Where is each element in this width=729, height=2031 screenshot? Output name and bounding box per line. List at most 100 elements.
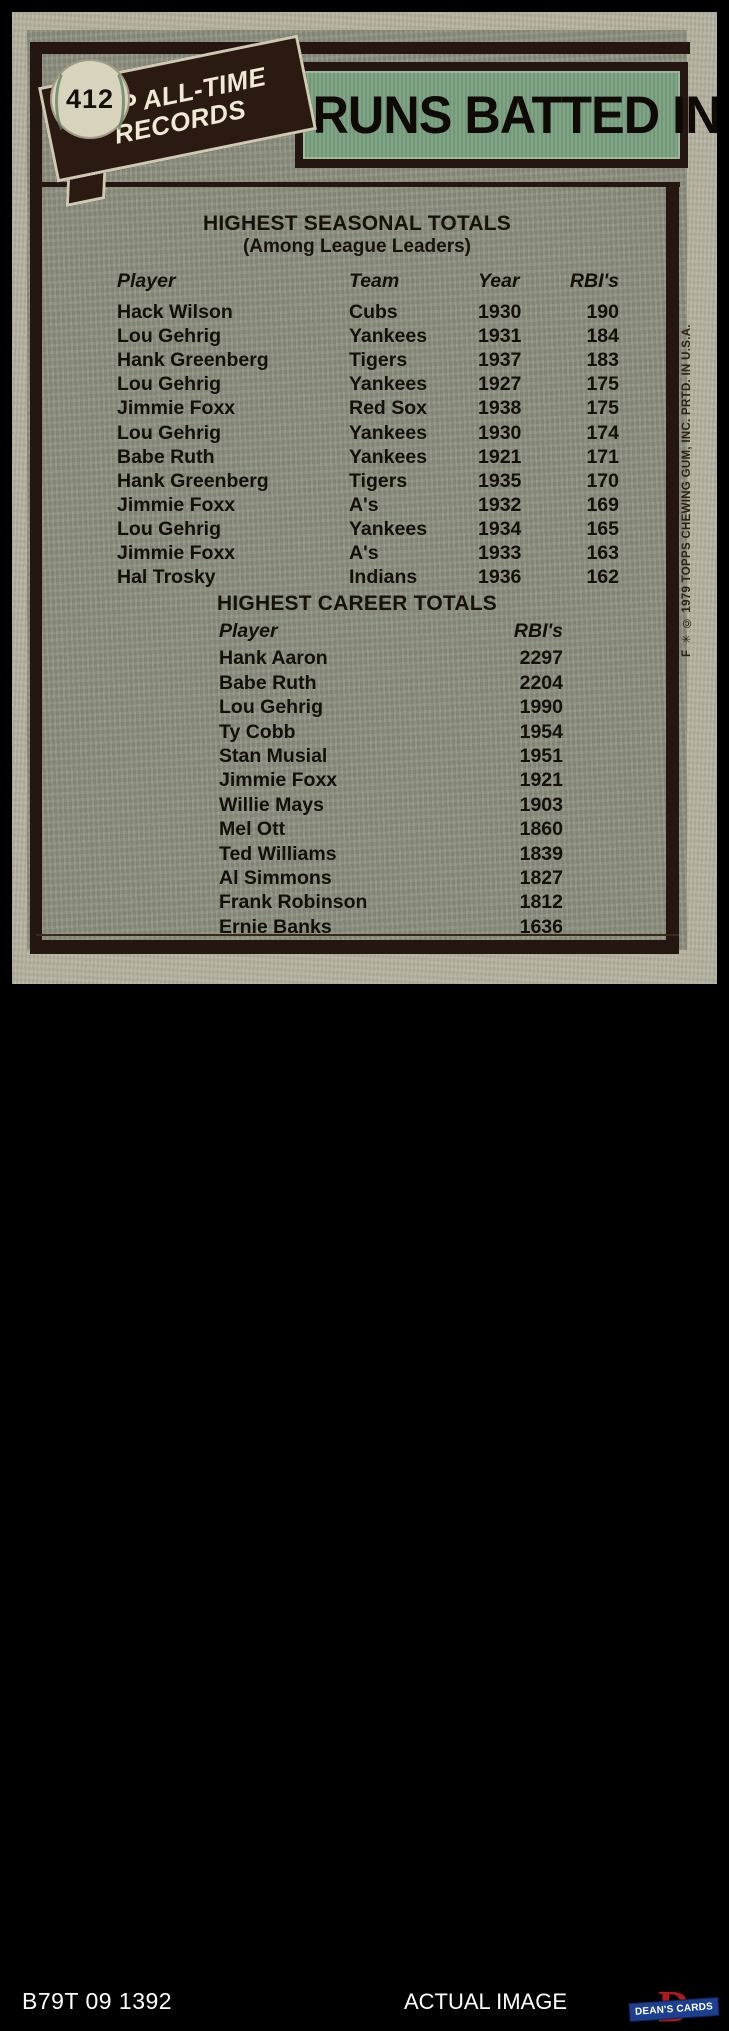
table-row: Al Simmons 1827 <box>219 867 569 891</box>
cell-rbi: 183 <box>586 349 619 372</box>
cell-player: Stan Musial <box>219 744 328 767</box>
cell-rbi: 162 <box>586 566 619 589</box>
cell-rbi: 175 <box>586 373 619 396</box>
cell-rbi: 1839 <box>519 842 563 865</box>
career-heading: HIGHEST CAREER TOTALS <box>217 592 497 615</box>
cell-team: Indians <box>349 566 418 589</box>
cell-player: Hank Aaron <box>219 647 328 670</box>
cell-year: 1927 <box>478 373 522 396</box>
cell-team: Yankees <box>349 373 428 396</box>
career-col-player: Player <box>219 620 278 642</box>
table-row: Ernie Banks 1636 <box>219 916 569 940</box>
cell-team: Tigers <box>349 349 408 372</box>
cell-rbi: 163 <box>586 542 619 565</box>
table-row: Babe Ruth 2204 <box>219 672 569 696</box>
cell-player: Hal Trosky <box>117 566 216 589</box>
cell-rbi: 1921 <box>519 769 563 792</box>
frame-left-rule <box>30 42 42 952</box>
cell-year: 1931 <box>478 325 522 348</box>
cell-rbi: 170 <box>586 469 619 492</box>
cell-team: Yankees <box>349 445 428 468</box>
footer-bar: B79T 09 1392 ACTUAL IMAGE D DEAN'S CARDS <box>0 984 729 2029</box>
title-plate: RUNS BATTED IN <box>295 62 718 168</box>
table-row: Hal Trosky Indians 1936 162 <box>117 566 627 590</box>
sku-code: B79T 09 1392 <box>22 1988 173 2014</box>
cell-year: 1938 <box>478 397 522 420</box>
cell-rbi: 2204 <box>519 671 563 694</box>
cell-team: Red Sox <box>349 397 428 420</box>
cell-player: Al Simmons <box>219 866 332 889</box>
cell-rbi: 190 <box>586 301 619 324</box>
cell-rbi: 169 <box>586 493 619 516</box>
table-row: Hank Greenberg Tigers 1937 183 <box>117 349 627 373</box>
table-row: Ted Williams 1839 <box>219 843 569 867</box>
cell-player: Lou Gehrig <box>117 325 221 348</box>
cell-player: Ernie Banks <box>219 915 332 938</box>
cell-player: Babe Ruth <box>219 671 317 694</box>
frame-top-rule <box>30 42 690 54</box>
career-col-rbi: RBI's <box>513 620 563 642</box>
cell-year: 1935 <box>478 469 522 492</box>
cell-rbi: 1903 <box>519 793 563 816</box>
table-row: Lou Gehrig Yankees 1934 165 <box>117 518 627 542</box>
table-row: Jimmie Foxx A's 1932 169 <box>117 494 627 518</box>
table-row: Jimmie Foxx Red Sox 1938 175 <box>117 397 627 421</box>
deans-cards-logo[interactable]: D DEAN'S CARDS <box>629 1985 719 2030</box>
cell-rbi: 1954 <box>519 720 563 743</box>
frame-bottom-hairline <box>36 934 679 936</box>
card-title: RUNS BATTED IN <box>312 85 718 145</box>
baseball-card-back: RUNS BATTED IN TOP ALL-TIME RECORDS 412 … <box>12 12 717 984</box>
cell-player: Jimmie Foxx <box>117 542 236 565</box>
table-row: Babe Ruth Yankees 1921 171 <box>117 446 627 470</box>
cell-player: Hank Greenberg <box>117 469 269 492</box>
table-row: Jimmie Foxx 1921 <box>219 769 569 793</box>
cell-rbi: 184 <box>586 325 619 348</box>
cell-rbi: 1951 <box>519 744 563 767</box>
seasonal-col-player: Player <box>117 270 176 292</box>
table-row: Stan Musial 1951 <box>219 745 569 769</box>
cell-team: Yankees <box>349 517 428 540</box>
cell-year: 1937 <box>478 349 522 372</box>
logo-ribbon-text: DEAN'S CARDS <box>634 2001 714 2018</box>
cell-year: 1936 <box>478 566 522 589</box>
cell-player: Lou Gehrig <box>219 696 323 719</box>
seasonal-header-gap <box>117 294 627 301</box>
cell-player: Jimmie Foxx <box>117 493 236 516</box>
actual-image-label: ACTUAL IMAGE <box>404 1989 567 2014</box>
seasonal-totals-table: Player Team Year RBI's Hack Wilson Cubs 1930 19… <box>117 270 627 590</box>
table-row: Lou Gehrig Yankees 1931 184 <box>117 325 627 349</box>
cell-team: Yankees <box>349 421 428 444</box>
career-totals-table: Player RBI's Hank Aaron 2297 Babe Ruth 2204 Lo… <box>219 620 569 940</box>
cell-year: 1932 <box>478 493 522 516</box>
cell-year: 1930 <box>478 301 522 324</box>
cell-player: Lou Gehrig <box>117 421 221 444</box>
cell-player: Jimmie Foxx <box>219 769 338 792</box>
title-plate-inner: RUNS BATTED IN <box>303 71 718 159</box>
card-number-baseball: 412 <box>50 59 130 139</box>
table-row: Hack Wilson Cubs 1930 190 <box>117 301 627 325</box>
rule-under-title <box>30 182 680 187</box>
career-header-row: Player RBI's <box>219 620 569 644</box>
cell-rbi: 171 <box>586 445 619 468</box>
seasonal-col-year: Year <box>478 270 520 292</box>
cell-team: A's <box>349 542 379 565</box>
cell-player: Mel Ott <box>219 818 286 841</box>
cell-player: Lou Gehrig <box>117 373 221 396</box>
table-row: Lou Gehrig Yankees 1927 175 <box>117 373 627 397</box>
cell-player: Hank Greenberg <box>117 349 269 372</box>
table-row: Lou Gehrig Yankees 1930 174 <box>117 422 627 446</box>
cell-year: 1921 <box>478 445 522 468</box>
seasonal-heading: HIGHEST SEASONAL TOTALS <box>203 212 511 235</box>
seasonal-subheading: (Among League Leaders) <box>242 236 472 257</box>
cell-team: Tigers <box>349 469 408 492</box>
cell-year: 1933 <box>478 542 522 565</box>
cell-rbi: 175 <box>586 397 619 420</box>
cell-player: Ty Cobb <box>219 720 296 743</box>
cell-player: Lou Gehrig <box>117 517 221 540</box>
cell-rbi: 1812 <box>519 891 563 914</box>
cell-player: Hack Wilson <box>117 301 233 324</box>
table-row: Willie Mays 1903 <box>219 794 569 818</box>
seasonal-col-team: Team <box>349 270 400 292</box>
frame-bottom-rule <box>30 940 679 954</box>
table-row: Lou Gehrig 1990 <box>219 696 569 720</box>
